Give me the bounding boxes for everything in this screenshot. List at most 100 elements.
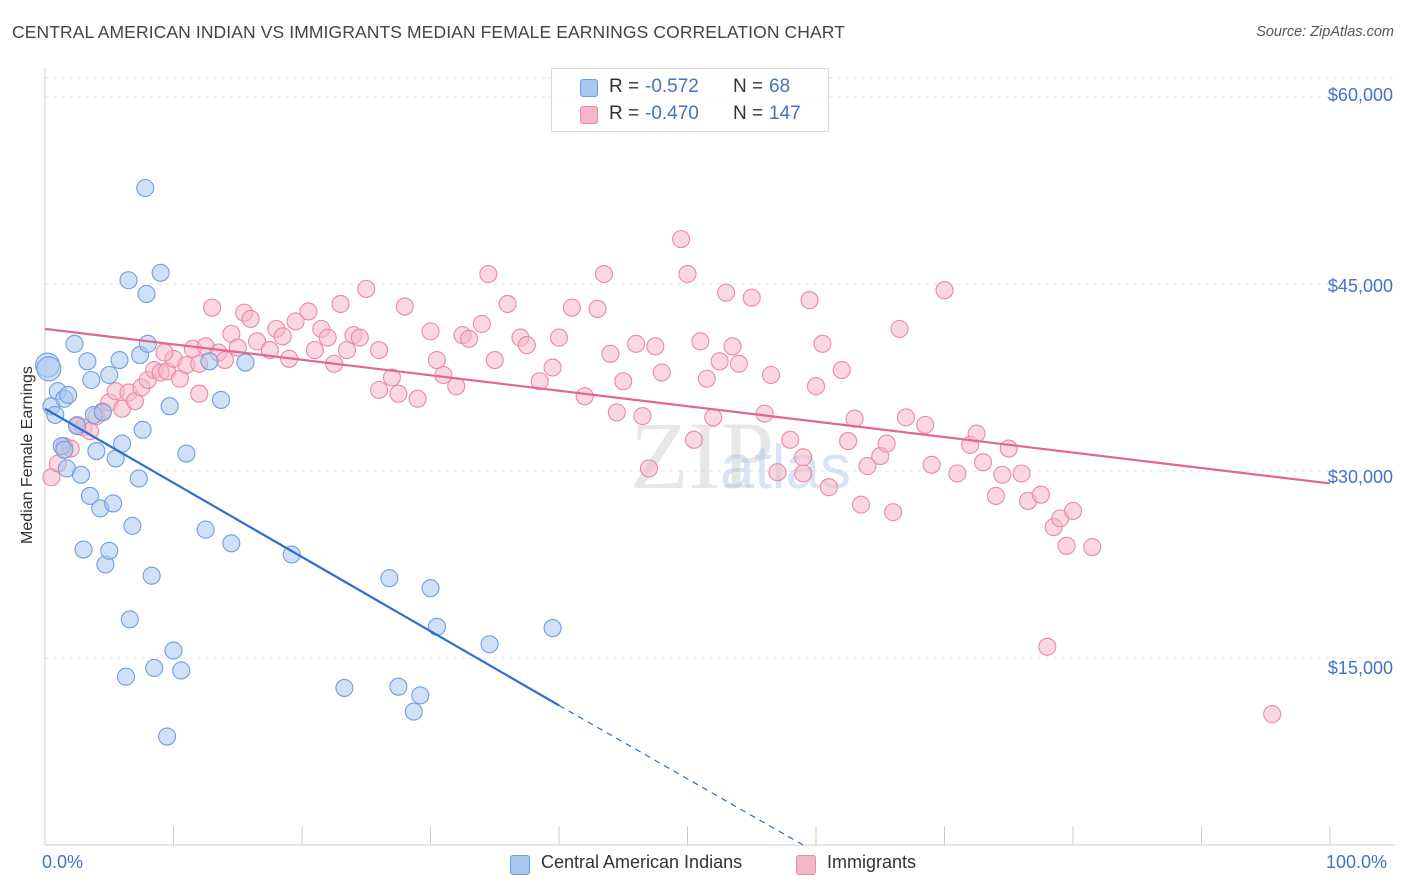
immigrants-point <box>806 377 826 396</box>
immigrants-point <box>858 456 877 476</box>
central-american-indians-point <box>411 686 430 705</box>
central-american-indians-point <box>421 579 440 598</box>
immigrants-point <box>305 341 324 360</box>
central-american-indians-point <box>36 356 62 382</box>
legend-swatch-blue <box>580 79 598 97</box>
immigrants-point <box>729 354 748 373</box>
immigrants-point <box>203 298 222 317</box>
immigrants-point <box>389 384 408 403</box>
central-american-indians-point <box>222 534 241 553</box>
legend-row-central-american-indians: R = -0.572 N = 68 <box>552 74 828 100</box>
immigrants-point <box>1063 501 1083 520</box>
immigrants-point <box>691 332 710 351</box>
bottom-legend-label: Immigrants <box>827 852 917 872</box>
immigrants-point <box>549 328 569 347</box>
y-tick-30000: $30,000 <box>1327 467 1393 487</box>
immigrants-point <box>639 459 659 478</box>
immigrants-point <box>408 389 427 408</box>
immigrants-point <box>601 344 620 363</box>
central-american-indians-point <box>116 667 136 686</box>
central-american-indians-point <box>100 365 119 385</box>
immigrants-point <box>472 314 491 333</box>
immigrants-point <box>1031 485 1050 504</box>
bottom-legend-label: Central American Indians <box>541 852 743 872</box>
central-american-indians-point <box>427 617 446 636</box>
central-american-indians-point <box>71 465 91 484</box>
immigrants-point <box>562 298 581 317</box>
central-american-indians-point <box>133 420 152 439</box>
central-american-indians-point <box>145 658 164 678</box>
immigrants-point <box>794 464 813 483</box>
x-tick-max: 100.0% <box>1326 852 1388 872</box>
immigrants-point <box>768 463 787 482</box>
central-american-indians-point <box>119 271 138 290</box>
immigrants-point <box>723 337 742 356</box>
central-american-indians-point <box>236 353 255 372</box>
immigrants-point <box>761 365 781 385</box>
central-american-indians-point <box>110 350 129 370</box>
central-american-indians-point <box>142 566 161 585</box>
immigrants-point <box>999 439 1018 458</box>
central-american-indians-point <box>543 619 562 638</box>
x-tick-min: 0.0% <box>42 852 84 872</box>
central-american-indians-point <box>123 516 142 535</box>
immigrants-point <box>479 264 498 284</box>
immigrants-point <box>588 299 607 318</box>
central-american-indians-point <box>172 661 191 680</box>
legend-n-label: N = <box>733 76 764 97</box>
central-american-indians-point <box>196 520 215 539</box>
legend-r-label: R = <box>609 103 640 124</box>
immigrants-point <box>427 350 446 370</box>
central-american-indians-point <box>158 727 177 746</box>
immigrants-point <box>973 453 993 472</box>
immigrants-point <box>813 334 832 353</box>
immigrants-points <box>42 230 1282 724</box>
immigrants-point <box>819 478 838 497</box>
central-american-indians-point <box>389 677 408 696</box>
immigrants-point <box>517 336 536 355</box>
central-american-indians-point <box>65 334 84 353</box>
immigrants-point <box>614 372 633 391</box>
immigrants-point <box>594 264 614 284</box>
immigrants-point <box>1012 464 1031 483</box>
immigrants-point <box>1038 637 1057 656</box>
immigrants-point <box>704 408 723 427</box>
immigrants-point <box>627 334 646 353</box>
immigrants-point <box>190 384 209 403</box>
central-american-indians-point <box>138 334 157 353</box>
immigrants-point <box>877 434 896 453</box>
source-label: Source: ZipAtlas.com <box>1256 24 1394 40</box>
watermark-zip: ZIP <box>630 402 774 509</box>
immigrants-point <box>896 408 916 427</box>
immigrants-point <box>1057 536 1076 555</box>
bottom-legend-swatch-blue <box>510 855 530 875</box>
immigrants-point <box>498 294 517 313</box>
immigrants-point <box>948 464 967 483</box>
legend-r-value: -0.470 <box>645 103 699 124</box>
central-american-indians-points <box>35 178 562 746</box>
immigrants-point <box>1263 705 1282 724</box>
immigrants-point <box>781 430 800 449</box>
immigrants-point <box>357 279 376 299</box>
immigrants-point <box>646 337 665 356</box>
immigrants-point <box>794 448 813 467</box>
immigrants-point <box>459 329 479 348</box>
central-american-indians-point <box>78 352 97 371</box>
immigrants-point <box>299 302 318 321</box>
legend-row-immigrants: R = -0.470 N = 147 <box>552 101 828 127</box>
central-american-indians-point <box>137 284 156 304</box>
y-tick-15000: $15,000 <box>1327 658 1393 678</box>
central-american-indians-point <box>282 545 301 564</box>
immigrants-point <box>370 380 389 400</box>
central-american-indians-point <box>120 610 139 629</box>
immigrants-point <box>273 327 292 346</box>
immigrants-point <box>337 341 357 360</box>
axes <box>44 68 1395 846</box>
immigrants-point <box>697 369 716 388</box>
central-american-indians-point <box>380 569 399 588</box>
y-tick-60000: $60,000 <box>1327 85 1393 105</box>
immigrants-point <box>155 343 174 362</box>
central-american-indians-point <box>480 635 499 654</box>
immigrants-point <box>530 372 549 391</box>
